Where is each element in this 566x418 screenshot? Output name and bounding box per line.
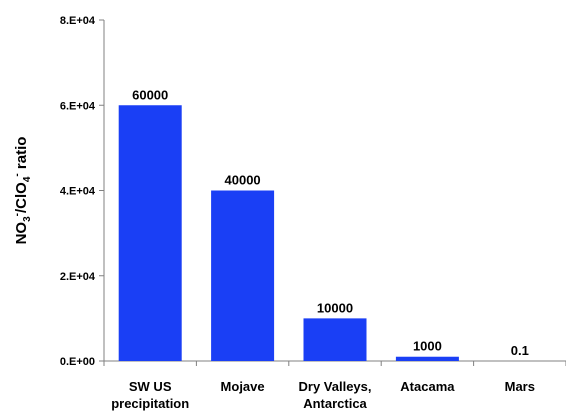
bar (303, 318, 367, 361)
bar (211, 190, 275, 361)
y-tick-label: 0.E+00 (60, 356, 95, 368)
bar (118, 105, 182, 361)
bars (118, 105, 552, 361)
category-label: Atacama (400, 379, 455, 394)
y-axis: 0.E+00 2.E+04 4.E+04 6.E+04 8.E+04 (60, 15, 105, 368)
bar (395, 356, 459, 361)
y-axis-title: NO3-/ClO4- ratio (12, 137, 33, 245)
category-label: Mojave (221, 379, 265, 394)
y-axis-title-group: NO3-/ClO4- ratio (12, 137, 33, 245)
data-label: 60000 (132, 87, 168, 102)
category-labels: SW US precipitation Mojave Dry Valleys, Anta… (111, 379, 535, 411)
y-axis-title-part: 3 (22, 216, 33, 222)
category-label: Mars (505, 379, 535, 394)
y-axis-title-part: - (12, 213, 23, 216)
y-tick-label: 4.E+04 (60, 186, 96, 198)
category-label: SW US (129, 379, 172, 394)
y-axis-title-part: /ClO (13, 182, 30, 213)
category-label: Antarctica (303, 396, 367, 411)
data-label: 40000 (225, 173, 261, 188)
data-labels: 60000 40000 10000 1000 0.1 (132, 87, 529, 358)
y-axis-title-part: NO (13, 222, 30, 245)
y-tick-label: 6.E+04 (60, 100, 96, 112)
data-label: 0.1 (511, 343, 529, 358)
data-label: 10000 (317, 300, 353, 315)
y-tick-label: 8.E+04 (60, 15, 96, 27)
y-tick-label: 2.E+04 (60, 271, 96, 283)
y-axis-title-part: 4 (22, 176, 33, 182)
category-label: precipitation (111, 396, 189, 411)
x-axis (103, 360, 566, 366)
data-label: 1000 (413, 339, 442, 354)
category-label: Dry Valleys, (299, 379, 372, 394)
y-axis-title-part: - (12, 173, 23, 176)
y-axis-title-part: ratio (13, 137, 30, 174)
